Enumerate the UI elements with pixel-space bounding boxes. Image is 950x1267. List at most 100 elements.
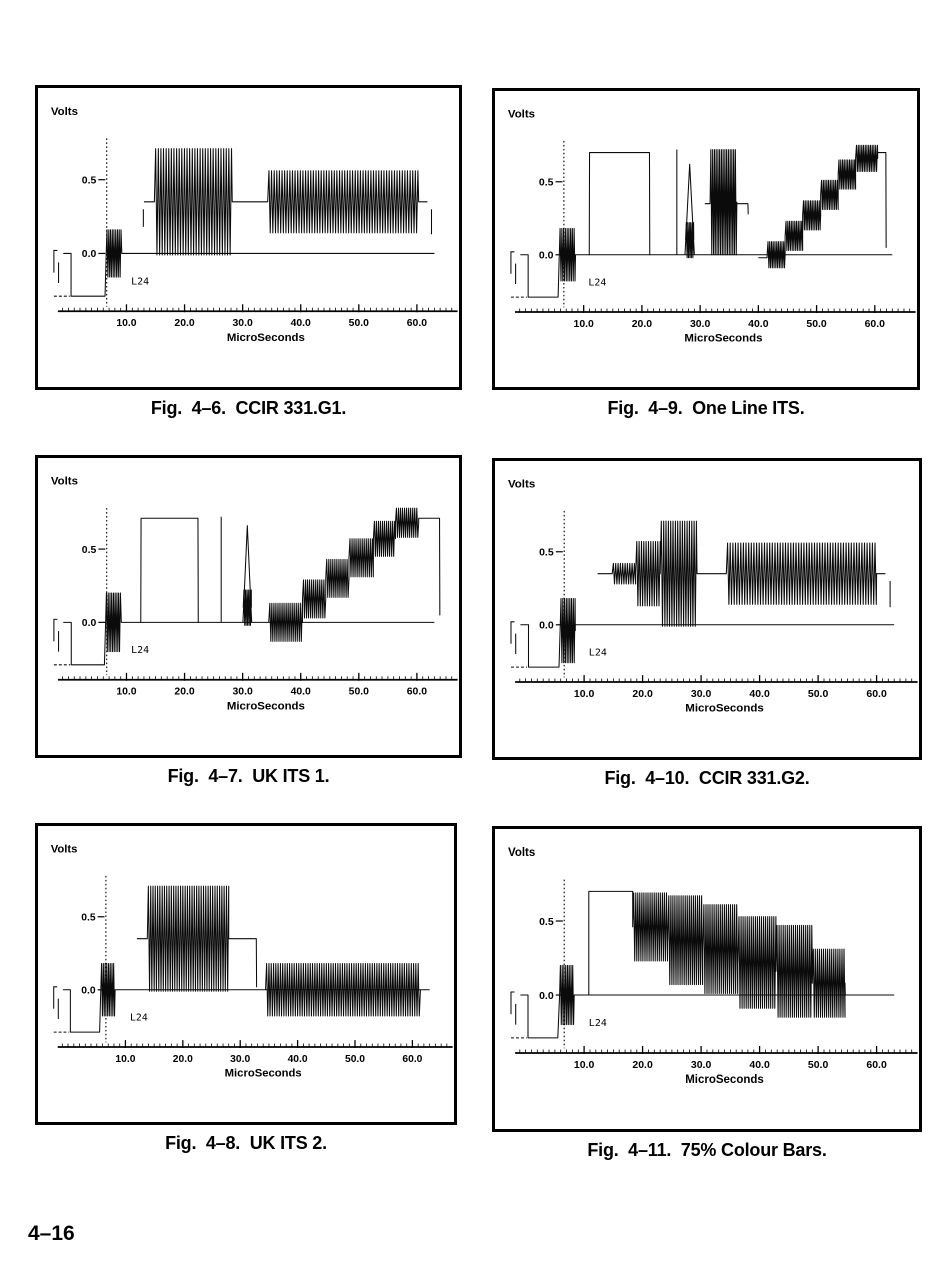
waveform-trace: [510, 621, 517, 654]
y-axis-title: Volts: [51, 476, 78, 488]
waveform-plot: 10.0 20.0 30.0 40.0 50.0 60.0 MicroSeconds Volt…: [508, 479, 918, 715]
figure-caption: Fig. 4–9. One Line ITS.: [607, 398, 805, 418]
x-tick-label: 20.0: [174, 687, 194, 698]
x-tick-label: 40.0: [748, 319, 769, 330]
figure-caption: Fig. 4–11. 75% Colour Bars.: [587, 1140, 827, 1160]
x-tick-label: 10.0: [574, 319, 595, 330]
x-tick-label: 10.0: [116, 318, 136, 329]
figure-4-7: 10.0 20.0 30.0 40.0 50.0 60.0 MicroSeconds Volt…: [35, 455, 462, 787]
line-number-label: L24: [589, 1018, 607, 1029]
oscilloscope-panel: 10.0 20.0 30.0 40.0 50.0 60.0 MicroSeconds Volt…: [35, 85, 462, 390]
x-tick-label: 40.0: [749, 689, 770, 700]
figure-4-8: 10.0 20.0 30.0 40.0 50.0 60.0 MicroSeconds Volt…: [35, 823, 457, 1154]
x-axis-title: MicroSeconds: [685, 703, 763, 715]
waveform-trace: [520, 964, 895, 1039]
oscilloscope-panel: 10.0 20.0 30.0 40.0 50.0 60.0 MicroSeconds Volt…: [492, 458, 922, 760]
y-tick-label: 0.0: [539, 251, 554, 262]
line-number-label: L24: [589, 648, 607, 659]
x-tick-label: 40.0: [291, 318, 311, 329]
y-tick-label: 0.0: [81, 986, 96, 997]
x-tick-label: 10.0: [574, 1059, 595, 1071]
figure-caption: Fig. 4–8. UK ITS 2.: [165, 1133, 327, 1153]
line-number-label: L24: [131, 645, 149, 656]
waveform-plot: 10.0 20.0 30.0 40.0 50.0 60.0 MicroSeconds Volt…: [508, 109, 916, 345]
figure-caption: Fig. 4–7. UK ITS 1.: [167, 766, 330, 786]
y-tick-label: 0.5: [82, 545, 97, 556]
waveform-trace: [588, 890, 846, 1018]
x-tick-label: 60.0: [407, 318, 427, 329]
x-tick-label: 20.0: [174, 318, 194, 329]
waveform-plot: 10.0 20.0 30.0 40.0 50.0 60.0 MicroSeconds Volt…: [51, 106, 458, 344]
waveform-trace: [520, 598, 895, 668]
figure-4-10: 10.0 20.0 30.0 40.0 50.0 60.0 MicroSeconds Volt…: [492, 458, 922, 789]
y-tick-label: 0.0: [539, 621, 554, 632]
y-tick-label: 0.5: [82, 175, 97, 186]
oscilloscope-panel: 10.0 20.0 30.0 40.0 50.0 60.0 MicroSeconds Volt…: [35, 455, 462, 758]
y-tick-label: 0.0: [539, 990, 554, 1002]
waveform-trace: [136, 885, 258, 992]
line-number-label: L24: [130, 1012, 148, 1023]
waveform-trace: [53, 618, 60, 652]
x-tick-label: 50.0: [345, 1054, 365, 1065]
y-tick-label: 0.5: [539, 548, 554, 559]
waveform-trace: [758, 144, 887, 269]
x-tick-label: 50.0: [349, 318, 369, 329]
waveform-trace: [143, 148, 428, 256]
x-axis-title: MicroSeconds: [225, 1068, 302, 1080]
figure-caption: Fig. 4–10. CCIR 331.G2.: [604, 768, 810, 788]
x-tick-label: 30.0: [232, 318, 252, 329]
y-axis-title: Volts: [508, 109, 535, 121]
figure-caption: Fig. 4–6. CCIR 331.G1.: [150, 398, 347, 418]
x-tick-label: 60.0: [866, 1059, 887, 1071]
y-tick-label: 0.5: [539, 916, 554, 928]
line-number-label: L24: [588, 278, 606, 289]
x-tick-label: 50.0: [808, 1059, 829, 1071]
x-tick-label: 20.0: [173, 1054, 193, 1065]
figure-4-6: 10.0 20.0 30.0 40.0 50.0 60.0 MicroSeconds Volt…: [35, 85, 462, 419]
x-tick-label: 10.0: [574, 689, 595, 700]
y-axis-title: Volts: [508, 847, 535, 859]
line-number-label: L24: [131, 276, 149, 287]
x-tick-label: 20.0: [632, 689, 653, 700]
x-axis-title: MicroSeconds: [227, 332, 305, 344]
x-tick-label: 50.0: [349, 687, 369, 698]
waveform-trace: [676, 149, 695, 259]
x-tick-label: 10.0: [116, 687, 136, 698]
x-tick-label: 30.0: [691, 689, 712, 700]
page-number: 4–16: [28, 1222, 75, 1245]
x-tick-label: 60.0: [407, 687, 427, 698]
waveform-trace: [520, 228, 893, 298]
figure-4-9: 10.0 20.0 30.0 40.0 50.0 60.0 MicroSeconds Volt…: [492, 88, 920, 419]
waveform-trace: [268, 507, 441, 642]
oscilloscope-panel: 10.0 20.0 30.0 40.0 50.0 60.0 MicroSeconds Volt…: [492, 88, 920, 390]
y-axis-title: Volts: [51, 844, 78, 856]
waveform-trace: [53, 249, 60, 283]
waveform-trace: [142, 209, 433, 235]
x-tick-label: 50.0: [808, 689, 829, 700]
waveform-trace: [510, 991, 517, 1025]
x-tick-label: 20.0: [632, 319, 653, 330]
oscilloscope-panel: 10.0 20.0 30.0 40.0 50.0 60.0 MicroSeconds Volt…: [492, 826, 922, 1132]
x-tick-label: 30.0: [691, 1059, 712, 1071]
x-tick-label: 60.0: [866, 689, 887, 700]
waveform-trace: [597, 520, 886, 627]
waveform-trace: [220, 516, 253, 626]
x-tick-label: 20.0: [632, 1059, 653, 1071]
waveform-trace: [63, 229, 435, 297]
waveform-trace: [53, 986, 59, 1019]
x-tick-label: 60.0: [865, 319, 886, 330]
waveform-plot: 10.0 20.0 30.0 40.0 50.0 60.0 MicroSeconds Volt…: [51, 844, 453, 1080]
x-axis-title: MicroSeconds: [685, 1074, 764, 1086]
waveform-plot: 10.0 20.0 30.0 40.0 50.0 60.0 MicroSeconds Volt…: [51, 476, 458, 712]
y-axis-title: Volts: [508, 479, 535, 491]
waveform-trace: [140, 517, 199, 623]
x-tick-label: 40.0: [749, 1059, 770, 1071]
y-tick-label: 0.0: [82, 618, 97, 629]
x-tick-label: 30.0: [230, 1054, 250, 1065]
waveform-trace: [510, 251, 517, 284]
waveform-trace: [588, 152, 651, 256]
waveform-plot: 10.0 20.0 30.0 40.0 50.0 60.0 MicroSeconds Volt…: [508, 847, 918, 1086]
oscilloscope-panel: 10.0 20.0 30.0 40.0 50.0 60.0 MicroSeconds Volt…: [35, 823, 457, 1125]
x-axis-title: MicroSeconds: [227, 700, 305, 712]
